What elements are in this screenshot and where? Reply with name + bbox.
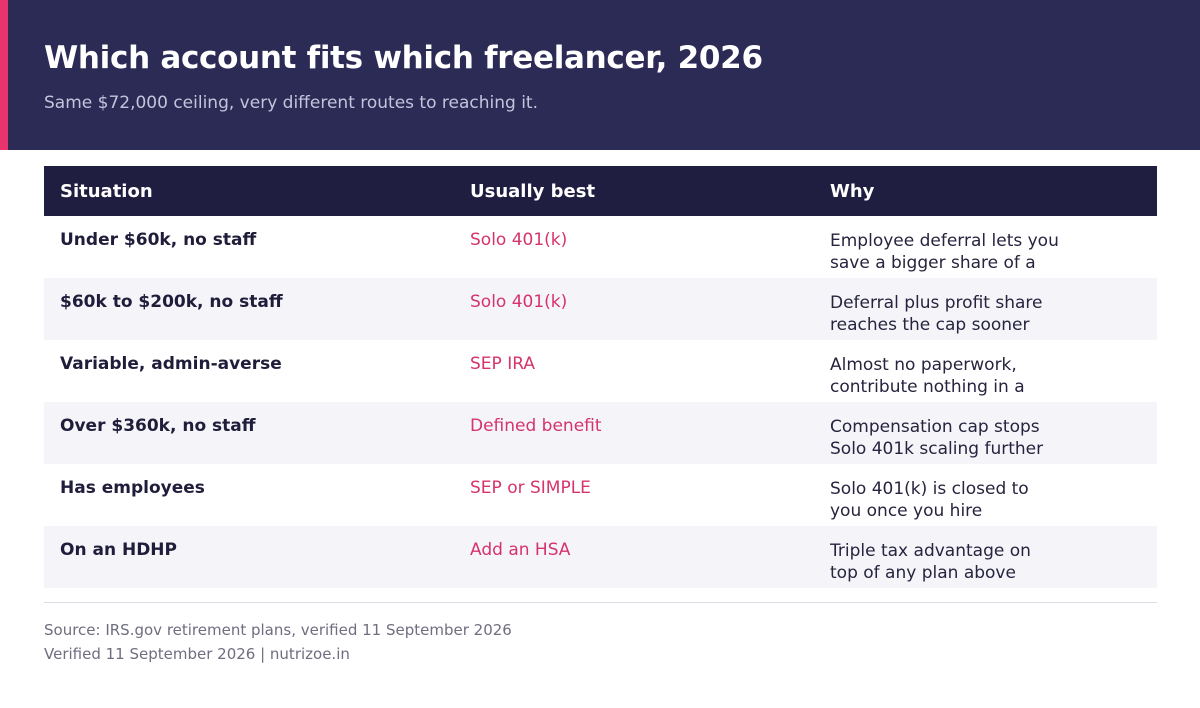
usually-best-cell: Solo 401(k) — [470, 292, 568, 312]
page-subtitle: Same $72,000 ceiling, very different rou… — [44, 93, 539, 113]
usually-best-cell: SEP or SIMPLE — [470, 478, 591, 498]
why-cell: Almost no paperwork, contribute nothing … — [830, 355, 1025, 397]
table-row: Over $360k, no staff Defined benefit Com… — [44, 402, 1157, 464]
why-cell: Compensation cap stops Solo 401k scaling… — [830, 417, 1044, 459]
page-title: Which account fits which freelancer, 202… — [44, 40, 763, 76]
accent-bar — [0, 0, 8, 150]
table-header: Situation Usually best Why — [44, 166, 1157, 216]
why-cell: Employee deferral lets you save a bigger… — [830, 231, 1059, 273]
situation-cell: $60k to $200k, no staff — [60, 292, 283, 312]
column-header-situation: Situation — [60, 181, 153, 202]
footer-divider — [44, 602, 1157, 603]
why-cell: Deferral plus profit share reaches the c… — [830, 293, 1043, 335]
usually-best-cell: SEP IRA — [470, 354, 535, 374]
usually-best-cell: Solo 401(k) — [470, 230, 568, 250]
why-cell: Solo 401(k) is closed to you once you hi… — [830, 479, 1029, 521]
table-row: Has employees SEP or SIMPLE Solo 401(k) … — [44, 464, 1157, 526]
column-header-why: Why — [830, 181, 875, 202]
header-banner: Which account fits which freelancer, 202… — [0, 0, 1200, 150]
table-row: $60k to $200k, no staff Solo 401(k) Defe… — [44, 278, 1157, 340]
situation-cell: On an HDHP — [60, 540, 177, 560]
situation-cell: Over $360k, no staff — [60, 416, 256, 436]
why-cell: Triple tax advantage on top of any plan … — [830, 541, 1031, 583]
table-row: On an HDHP Add an HSA Triple tax advanta… — [44, 526, 1157, 588]
situation-cell: Under $60k, no staff — [60, 230, 257, 250]
verified-note: Verified 11 September 2026 | nutrizoe.in — [44, 645, 350, 663]
column-header-usually-best: Usually best — [470, 181, 596, 202]
table-row: Variable, admin-averse SEP IRA Almost no… — [44, 340, 1157, 402]
source-note: Source: IRS.gov retirement plans, verifi… — [44, 621, 512, 639]
comparison-table: Situation Usually best Why Under $60k, n… — [44, 166, 1157, 588]
situation-cell: Has employees — [60, 478, 205, 498]
usually-best-cell: Add an HSA — [470, 540, 571, 560]
usually-best-cell: Defined benefit — [470, 416, 602, 436]
table-row: Under $60k, no staff Solo 401(k) Employe… — [44, 216, 1157, 278]
situation-cell: Variable, admin-averse — [60, 354, 282, 374]
